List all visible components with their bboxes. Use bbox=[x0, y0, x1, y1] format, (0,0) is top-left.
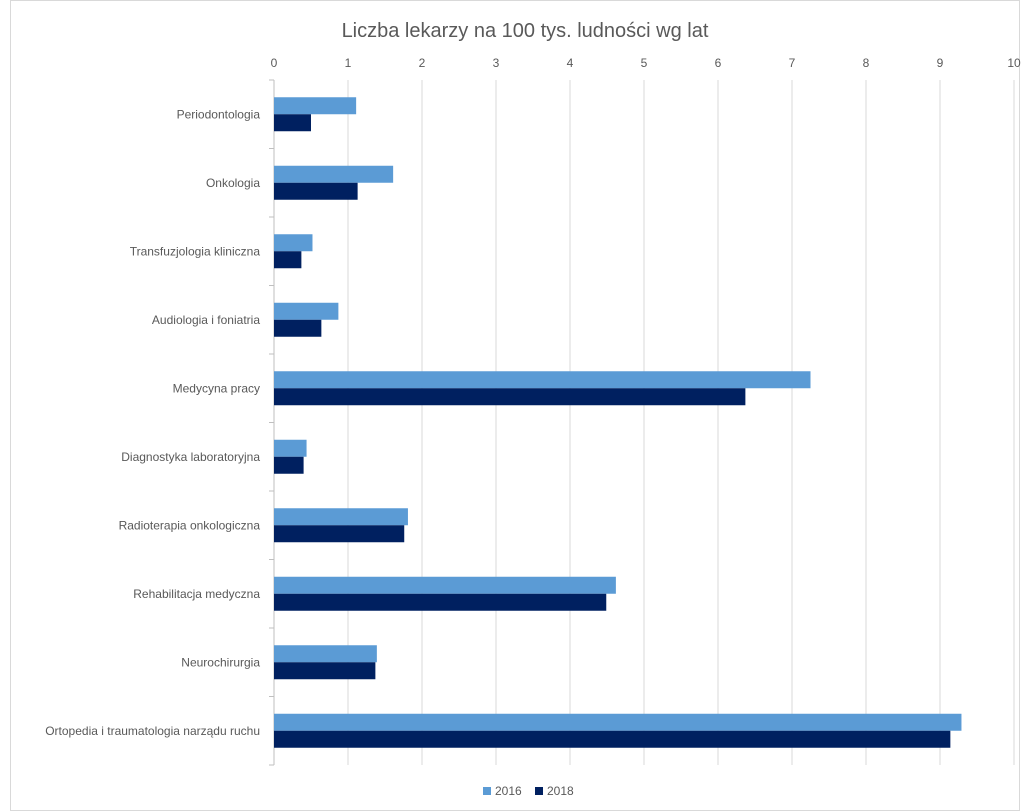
category-label: Audiologia i foniatria bbox=[152, 313, 260, 327]
category-labels: Periodontologia Onkologia Transfuzjologia … bbox=[45, 107, 260, 738]
bars bbox=[274, 97, 962, 748]
x-tick-label: 6 bbox=[715, 56, 722, 70]
bar-2018 bbox=[274, 525, 405, 543]
legend-swatch bbox=[535, 787, 543, 795]
category-label: Medycyna pracy bbox=[173, 381, 260, 395]
category-label: Radioterapia onkologiczna bbox=[119, 518, 261, 532]
category-label: Diagnostyka laboratoryjna bbox=[121, 450, 260, 464]
legend-swatch bbox=[483, 787, 491, 795]
bar-2018 bbox=[274, 593, 607, 611]
category-label: Ortopedia i traumatologia narządu ruchu bbox=[45, 724, 260, 738]
bar-2018 bbox=[274, 388, 746, 406]
x-tick-label: 1 bbox=[345, 56, 352, 70]
chart-title: Liczba lekarzy na 100 tys. ludności wg l… bbox=[342, 20, 709, 42]
x-axis-ticks: 0 1 2 3 4 5 6 7 8 9 10 bbox=[271, 56, 1021, 70]
bar-2018 bbox=[274, 114, 311, 132]
category-label: Periodontologia bbox=[177, 107, 261, 121]
category-label: Neurochirurgia bbox=[181, 655, 260, 669]
legend-label: 2016 bbox=[495, 784, 522, 798]
category-label: Transfuzjologia kliniczna bbox=[130, 244, 261, 258]
x-tick-label: 7 bbox=[789, 56, 796, 70]
legend: 2016 2018 bbox=[483, 784, 574, 798]
bar-2018 bbox=[274, 182, 358, 200]
bar-2018 bbox=[274, 251, 302, 269]
bar-2018 bbox=[274, 456, 304, 474]
category-label: Rehabilitacja medyczna bbox=[133, 587, 260, 601]
bar-2016 bbox=[274, 508, 408, 526]
bar-2016 bbox=[274, 234, 313, 252]
category-label: Onkologia bbox=[206, 176, 260, 190]
bar-2016 bbox=[274, 576, 616, 594]
bar-2016 bbox=[274, 713, 962, 731]
x-tick-label: 3 bbox=[493, 56, 500, 70]
x-tick-label: 10 bbox=[1007, 56, 1021, 70]
bar-2018 bbox=[274, 319, 322, 337]
bar-2016 bbox=[274, 302, 339, 320]
chart-frame bbox=[10, 0, 1020, 811]
bar-2018 bbox=[274, 662, 376, 680]
x-tick-label: 9 bbox=[937, 56, 944, 70]
bar-2016 bbox=[274, 165, 394, 183]
bar-2016 bbox=[274, 97, 357, 115]
bar-2016 bbox=[274, 371, 811, 389]
x-tick-label: 0 bbox=[271, 56, 278, 70]
x-tick-label: 4 bbox=[567, 56, 574, 70]
bar-2016 bbox=[274, 645, 377, 663]
x-tick-label: 8 bbox=[863, 56, 870, 70]
legend-label: 2018 bbox=[547, 784, 574, 798]
x-tick-label: 5 bbox=[641, 56, 648, 70]
x-tick-label: 2 bbox=[419, 56, 426, 70]
bar-2018 bbox=[274, 730, 951, 748]
bar-2016 bbox=[274, 439, 307, 457]
